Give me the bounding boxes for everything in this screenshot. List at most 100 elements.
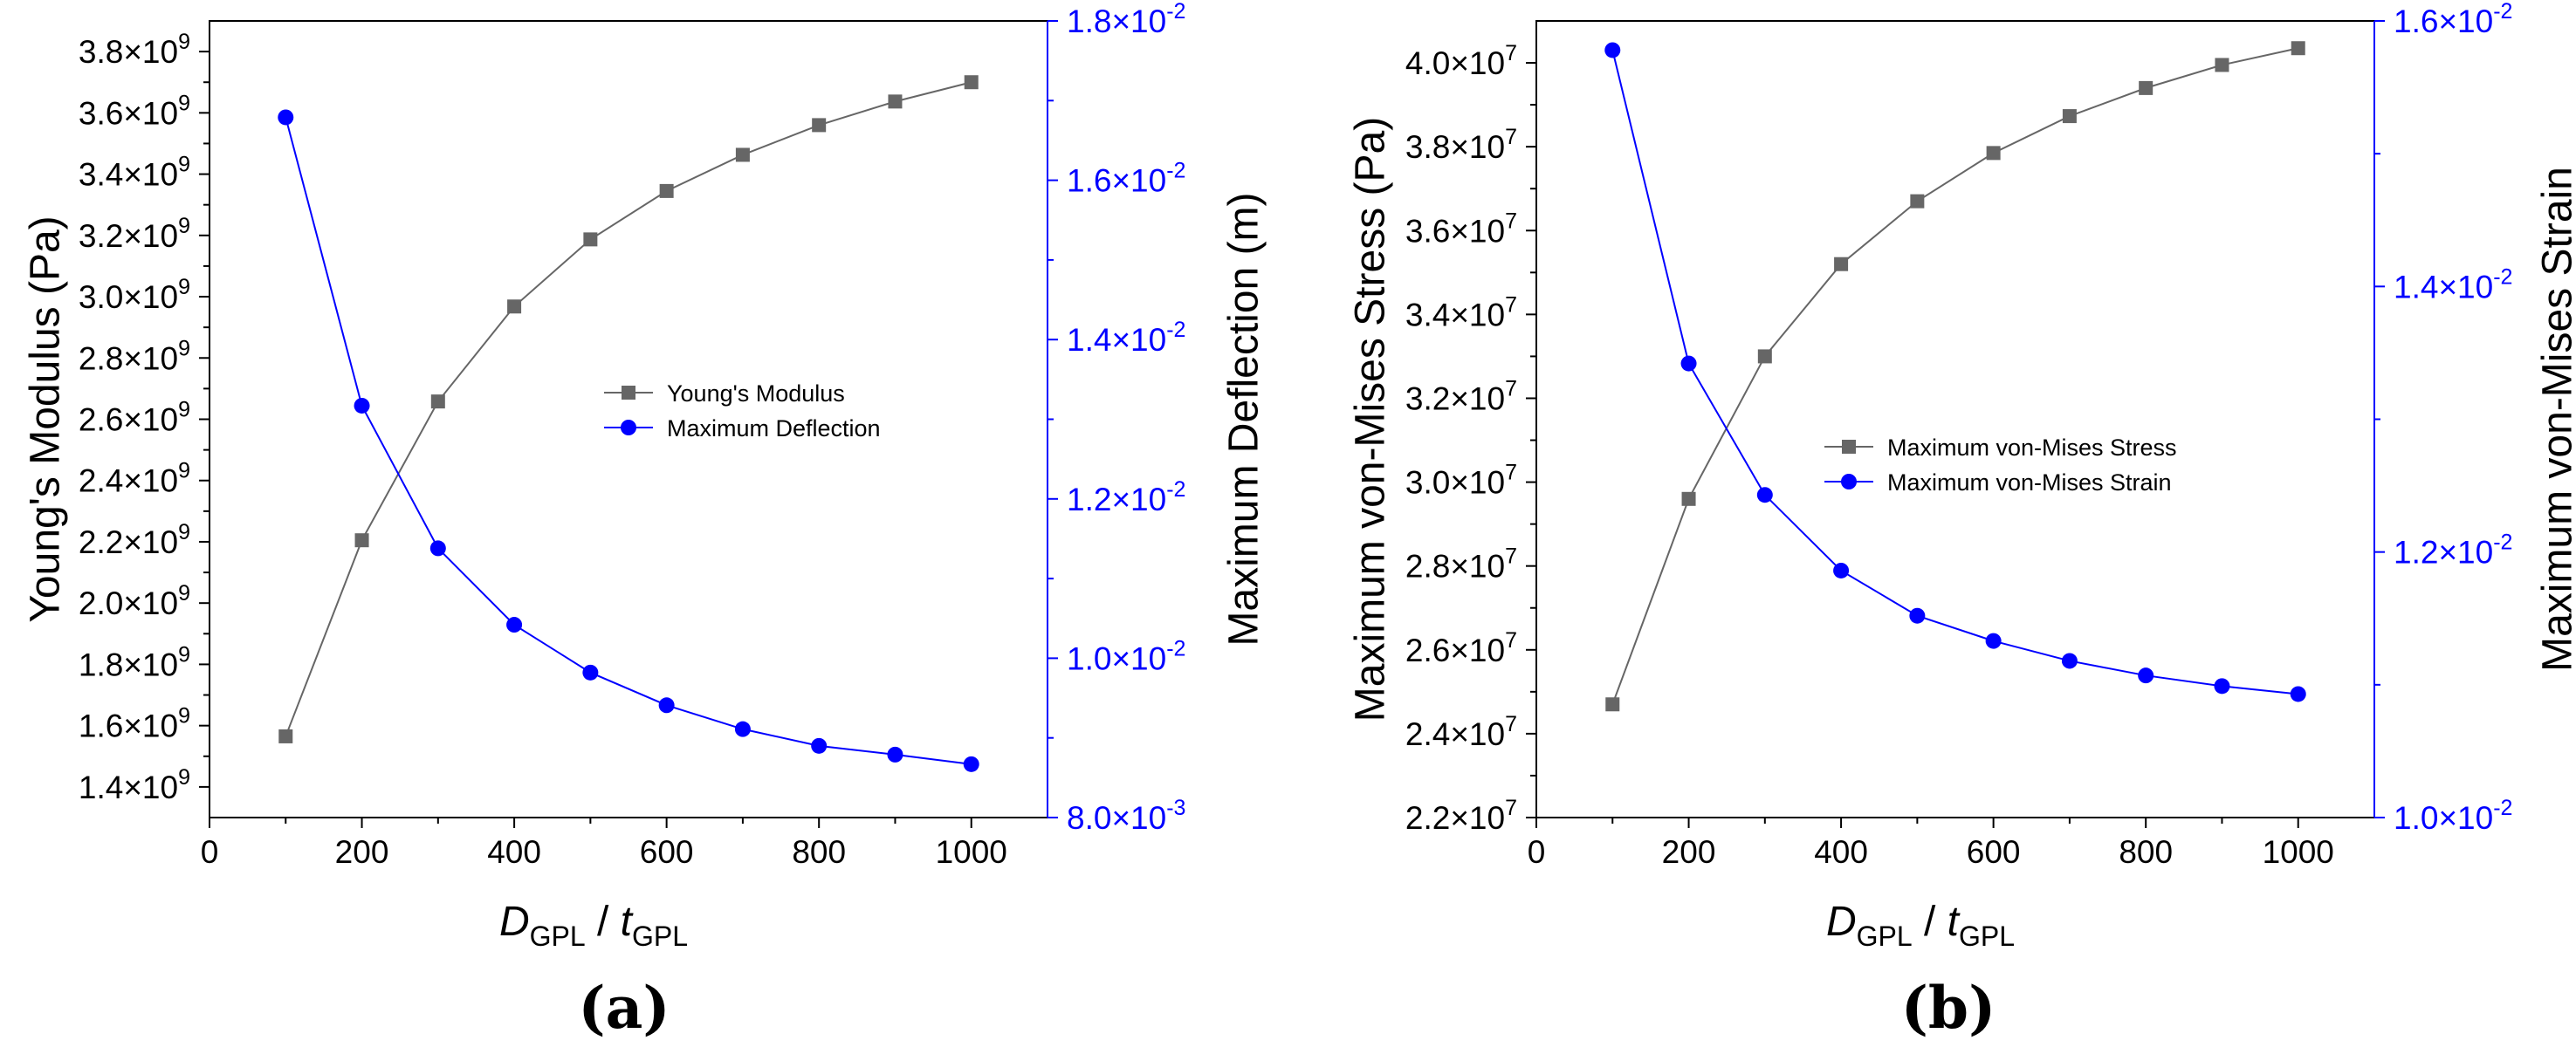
left-y-tick-label: 3.8×109	[79, 30, 190, 70]
legend-marker-square	[622, 386, 635, 400]
series-line-0	[285, 81, 972, 737]
data-point-circle	[658, 697, 675, 714]
data-point-square	[583, 232, 598, 247]
legend-label: Young's Modulus	[667, 380, 845, 407]
data-point-square	[430, 394, 445, 409]
data-point-square	[812, 118, 827, 133]
data-point-square	[964, 75, 979, 90]
data-point-circle	[1909, 607, 1926, 624]
left-y-tick-label: 2.0×109	[79, 581, 190, 621]
data-point-square	[1986, 146, 2001, 161]
x-tick-label: 600	[640, 834, 694, 870]
series-line-0	[1611, 47, 2298, 705]
legend-label: Maximum von-Mises Strain	[1887, 469, 2172, 496]
left-y-tick-label: 3.4×109	[79, 153, 190, 193]
left-y-tick-label: 3.0×109	[79, 275, 190, 315]
x-tick-label: 800	[792, 834, 846, 870]
data-point-circle	[429, 540, 446, 557]
left-y-tick-label: 2.4×109	[79, 459, 190, 499]
data-point-square	[659, 183, 674, 198]
left-y-tick-label: 3.4×107	[1405, 292, 1517, 332]
left-y-tick-label: 4.0×107	[1405, 41, 1517, 81]
left-y-tick-label: 2.2×107	[1405, 796, 1517, 836]
right-y-axis-title: Maximum Deflection (m)	[1221, 192, 1267, 646]
data-point-circle	[1604, 42, 1621, 58]
x-tick-label: 800	[2119, 834, 2173, 870]
right-y-tick-label: 1.2×10-2	[2394, 530, 2512, 571]
x-tick-label: 400	[1814, 834, 1868, 870]
data-point-circle	[963, 756, 979, 772]
data-point-square	[1605, 697, 1620, 712]
x-tick-label: 1000	[2263, 834, 2334, 870]
left-y-tick-label: 2.8×107	[1405, 544, 1517, 585]
data-point-circle	[2214, 678, 2230, 695]
data-point-square	[2062, 109, 2077, 124]
legend-marker-circle	[621, 420, 636, 435]
left-y-tick-label: 3.0×107	[1405, 461, 1517, 501]
data-point-square	[1834, 257, 1849, 271]
data-point-circle	[887, 746, 903, 763]
x-tick-label: 200	[1662, 834, 1716, 870]
legend-marker-circle	[1841, 474, 1857, 489]
left-y-tick-label: 3.2×107	[1405, 376, 1517, 416]
series-line-1	[285, 117, 972, 765]
series-line-1	[1611, 50, 2298, 695]
left-y-tick-label: 2.2×109	[79, 520, 190, 560]
left-y-tick-label: 2.6×107	[1405, 628, 1517, 668]
left-y-tick-label: 3.6×109	[79, 91, 190, 131]
left-y-tick-label: 1.8×109	[79, 642, 190, 682]
x-tick-label: 0	[201, 834, 219, 870]
right-y-tick-label: 1.8×10-2	[1067, 0, 1185, 39]
left-y-tick-label: 1.4×109	[79, 765, 190, 805]
data-point-circle	[354, 397, 370, 414]
data-point-circle	[811, 737, 828, 754]
right-y-tick-label: 1.4×10-2	[1067, 318, 1185, 358]
data-point-square	[278, 729, 293, 743]
right-y-tick-label: 1.0×10-2	[1067, 636, 1185, 676]
legend-label: Maximum Deflection	[667, 415, 881, 441]
left-y-tick-label: 2.6×109	[79, 398, 190, 438]
panel-label: (a)	[578, 974, 670, 1042]
chart-panel-b: 0 200 400 600 800 1000 2.2×107 2.4×107 2.6×107 2.…	[1348, 0, 2576, 1042]
legend-marker-square	[1842, 440, 1856, 454]
left-y-axis-title: Maximum von-Mises Stress (Pa)	[1348, 117, 1394, 722]
right-y-tick-label: 1.2×10-2	[1067, 477, 1185, 517]
data-point-square	[1757, 349, 1772, 364]
right-y-tick-label: 8.0×10-3	[1067, 796, 1185, 836]
data-point-circle	[1680, 355, 1697, 372]
data-point-square	[1681, 491, 1696, 506]
x-tick-label: 1000	[936, 834, 1007, 870]
data-point-circle	[1833, 562, 1850, 578]
data-point-square	[2291, 41, 2305, 56]
data-point-circle	[506, 617, 523, 633]
legend-label: Maximum von-Mises Stress	[1887, 435, 2177, 461]
panel-label: (b)	[1901, 974, 1996, 1042]
plot-frame	[1535, 20, 2375, 818]
data-point-circle	[1985, 633, 2002, 649]
data-point-circle	[278, 109, 294, 126]
right-y-tick-label: 1.4×10-2	[2394, 264, 2512, 305]
data-point-square	[354, 533, 369, 548]
x-tick-label: 600	[1967, 834, 2021, 870]
legend: Maximum von-Mises Stress Maximum von-Mise…	[1824, 435, 2177, 496]
data-point-square	[2139, 80, 2154, 95]
data-point-circle	[1756, 487, 1773, 503]
right-y-tick-label: 1.6×10-2	[1067, 159, 1185, 199]
data-point-circle	[2290, 686, 2306, 702]
data-point-square	[1910, 194, 1925, 209]
legend: Young's Modulus Maximum Deflection	[604, 380, 881, 441]
data-point-circle	[582, 664, 599, 681]
x-axis-title: DGPL / tGPL	[1826, 899, 2015, 952]
data-point-square	[507, 299, 522, 314]
right-y-tick-label: 1.0×10-2	[2394, 796, 2512, 836]
data-point-square	[888, 94, 903, 109]
data-point-square	[735, 147, 750, 162]
left-y-tick-label: 3.2×109	[79, 214, 190, 254]
chart-panel-a: 0 200 400 600 800 1000 1.4×109 1.6×109 1.8×109 2.…	[23, 0, 1267, 1042]
data-point-circle	[734, 721, 751, 737]
right-y-axis-title: Maximum von-Mises Strain	[2535, 167, 2576, 672]
x-tick-label: 200	[335, 834, 389, 870]
x-tick-label: 0	[1528, 834, 1546, 870]
left-y-tick-label: 2.4×107	[1405, 712, 1517, 752]
data-point-square	[2215, 58, 2229, 72]
